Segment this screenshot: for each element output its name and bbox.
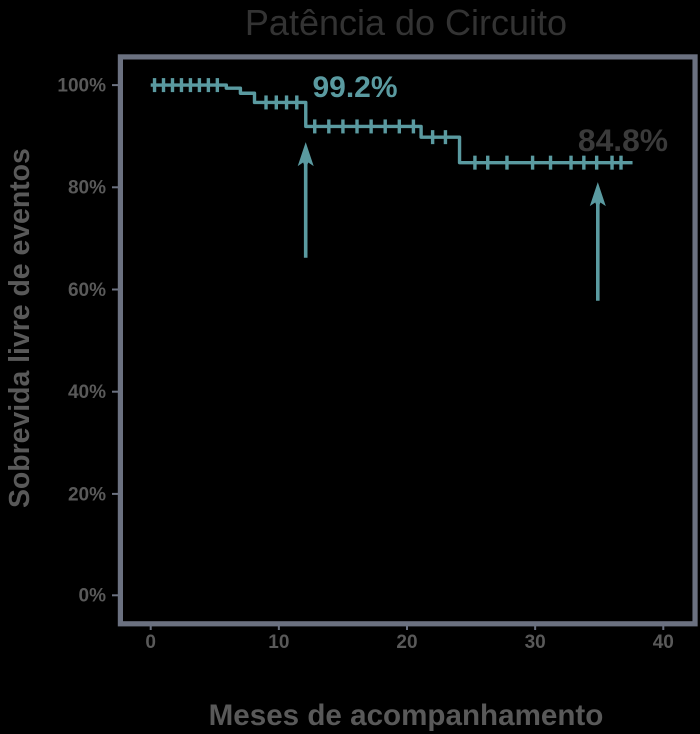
svg-text:20%: 20%: [68, 484, 106, 505]
svg-text:40: 40: [653, 632, 674, 653]
svg-text:60%: 60%: [68, 280, 106, 301]
svg-text:84.8%: 84.8%: [578, 122, 668, 158]
svg-text:30: 30: [525, 632, 546, 653]
svg-text:10: 10: [268, 632, 289, 653]
svg-text:0%: 0%: [79, 586, 107, 607]
svg-text:100%: 100%: [57, 76, 106, 97]
svg-text:99.2%: 99.2%: [312, 71, 397, 104]
svg-text:20: 20: [396, 632, 417, 653]
svg-text:80%: 80%: [68, 178, 106, 199]
svg-text:40%: 40%: [68, 382, 106, 403]
svg-text:0: 0: [145, 632, 156, 653]
